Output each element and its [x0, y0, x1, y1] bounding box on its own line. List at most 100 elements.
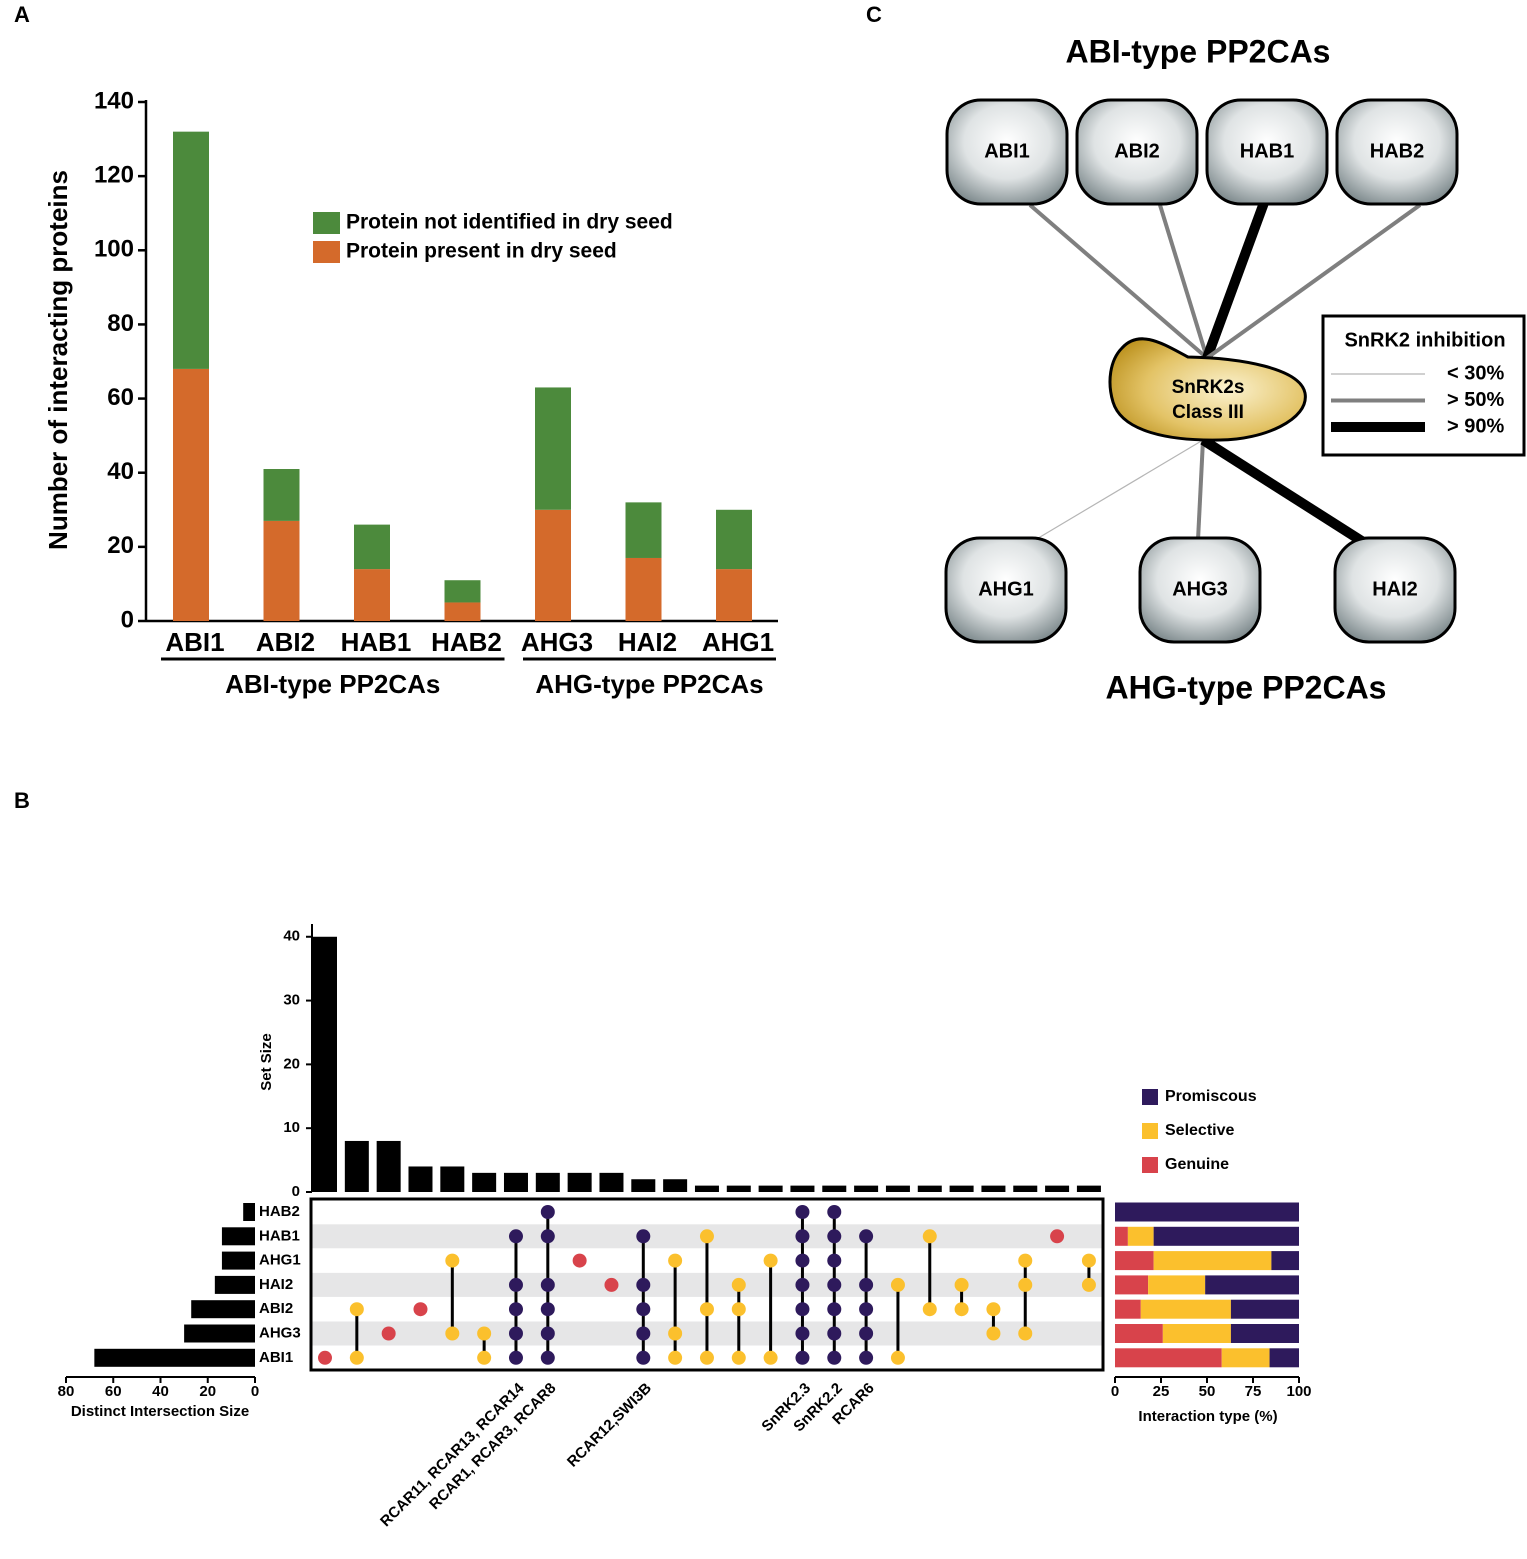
node-label: ABI2 — [1114, 140, 1160, 162]
edge — [1200, 435, 1371, 550]
member-dot — [349, 1350, 364, 1365]
x-tick-label: 0 — [1111, 1383, 1119, 1400]
edge — [1028, 203, 1209, 360]
bar — [949, 1185, 974, 1192]
bar — [567, 1172, 592, 1192]
x-tick-label: 60 — [105, 1383, 122, 1400]
member-dot — [795, 1277, 810, 1292]
bar — [1013, 1185, 1038, 1192]
bar — [917, 1185, 942, 1192]
node — [1075, 98, 1199, 206]
node — [1335, 98, 1459, 206]
bar — [243, 1203, 255, 1221]
member-dot — [636, 1326, 651, 1341]
legend-label: Promiscous — [1165, 1088, 1257, 1105]
member-dot — [795, 1229, 810, 1244]
legend-label: Genuine — [1165, 1156, 1229, 1173]
y-tick-label: 80 — [107, 310, 134, 337]
member-dot — [795, 1350, 810, 1365]
diagram-title: ABI-type PP2CAs — [1066, 33, 1331, 69]
member-dot — [731, 1350, 746, 1365]
diagram-title: AHG-type PP2CAs — [1106, 669, 1387, 705]
bar — [440, 1166, 465, 1192]
intersection-label: RCAR11, RCAR13, RCAR14 — [377, 1379, 528, 1530]
y-tick-label: 20 — [283, 1055, 300, 1072]
bar-segment — [173, 131, 209, 369]
legend-label: Protein not identified in dry seed — [346, 211, 673, 234]
member-dot — [1018, 1326, 1033, 1341]
member-dot — [731, 1302, 746, 1317]
node-label: HAB2 — [1370, 140, 1424, 162]
bar — [981, 1185, 1006, 1192]
legend-swatch — [1142, 1089, 1158, 1105]
bar — [822, 1185, 847, 1192]
y-axis-title: Number of interacting proteins — [43, 170, 73, 550]
node-label: AHG3 — [1172, 578, 1228, 600]
member-dot — [827, 1302, 842, 1317]
bar — [184, 1324, 255, 1343]
bar — [94, 1348, 255, 1367]
member-dot — [795, 1253, 810, 1268]
y-tick-label: 10 — [283, 1119, 300, 1136]
legend-swatch — [313, 241, 340, 263]
bar — [535, 1172, 560, 1192]
member-dot — [1018, 1253, 1033, 1268]
bar-segment — [263, 469, 300, 521]
x-axis-title: Interaction type (%) — [1138, 1408, 1277, 1425]
bar-segment — [1221, 1348, 1270, 1368]
member-dot — [508, 1350, 523, 1365]
bar — [599, 1172, 624, 1192]
bar-segment — [354, 524, 390, 570]
member-dot — [636, 1302, 651, 1317]
x-tick-label: HAB2 — [431, 627, 502, 657]
group-label: AHG-type PP2CAs — [535, 669, 763, 699]
node — [944, 536, 1068, 644]
member-dot — [859, 1229, 874, 1244]
legend-label: Selective — [1165, 1122, 1234, 1139]
x-tick-label: HAB1 — [341, 627, 412, 657]
bar-segment — [1153, 1251, 1272, 1271]
x-tick-label: ABI2 — [256, 627, 315, 657]
member-dot — [827, 1277, 842, 1292]
bar — [214, 1275, 255, 1294]
bar-segment — [1115, 1251, 1154, 1271]
y-tick-label: 40 — [283, 928, 300, 945]
x-tick-label: 100 — [1286, 1383, 1311, 1400]
bar-segment — [1115, 1275, 1149, 1295]
node — [945, 98, 1069, 206]
member-dot — [445, 1326, 460, 1341]
group-label: ABI-type PP2CAs — [225, 669, 440, 699]
set-label: AHG1 — [259, 1252, 301, 1269]
y-tick-label: 120 — [94, 161, 134, 188]
member-dot — [349, 1302, 364, 1317]
legend-label: < 30% — [1447, 362, 1504, 384]
x-tick-label: AHG1 — [702, 627, 774, 657]
center-label: SnRK2s — [1172, 377, 1245, 398]
member-dot — [318, 1350, 332, 1365]
member-dot — [540, 1326, 555, 1341]
bar — [503, 1172, 528, 1192]
member-dot — [986, 1302, 1001, 1317]
member-dot — [731, 1277, 746, 1292]
member-dot — [859, 1302, 874, 1317]
node-label: AHG1 — [978, 578, 1034, 600]
panel-label: A — [14, 2, 30, 27]
member-dot — [508, 1277, 523, 1292]
bar-segment — [625, 502, 662, 558]
y-tick-label: 140 — [94, 87, 134, 114]
x-tick-label: 50 — [1199, 1383, 1216, 1400]
member-dot — [508, 1302, 523, 1317]
y-tick-label: 20 — [107, 532, 134, 559]
center-node — [1108, 337, 1307, 442]
bar-segment — [444, 580, 481, 603]
member-dot — [699, 1229, 714, 1244]
member-dot — [413, 1302, 428, 1317]
member-dot — [827, 1253, 842, 1268]
member-dot — [668, 1350, 683, 1365]
x-tick-label: ABI1 — [165, 627, 224, 657]
member-dot — [954, 1302, 969, 1317]
bar-segment — [625, 557, 662, 621]
x-axis-title: Distinct Intersection Size — [71, 1403, 249, 1420]
bar-segment — [1115, 1299, 1141, 1319]
member-dot — [636, 1277, 651, 1292]
